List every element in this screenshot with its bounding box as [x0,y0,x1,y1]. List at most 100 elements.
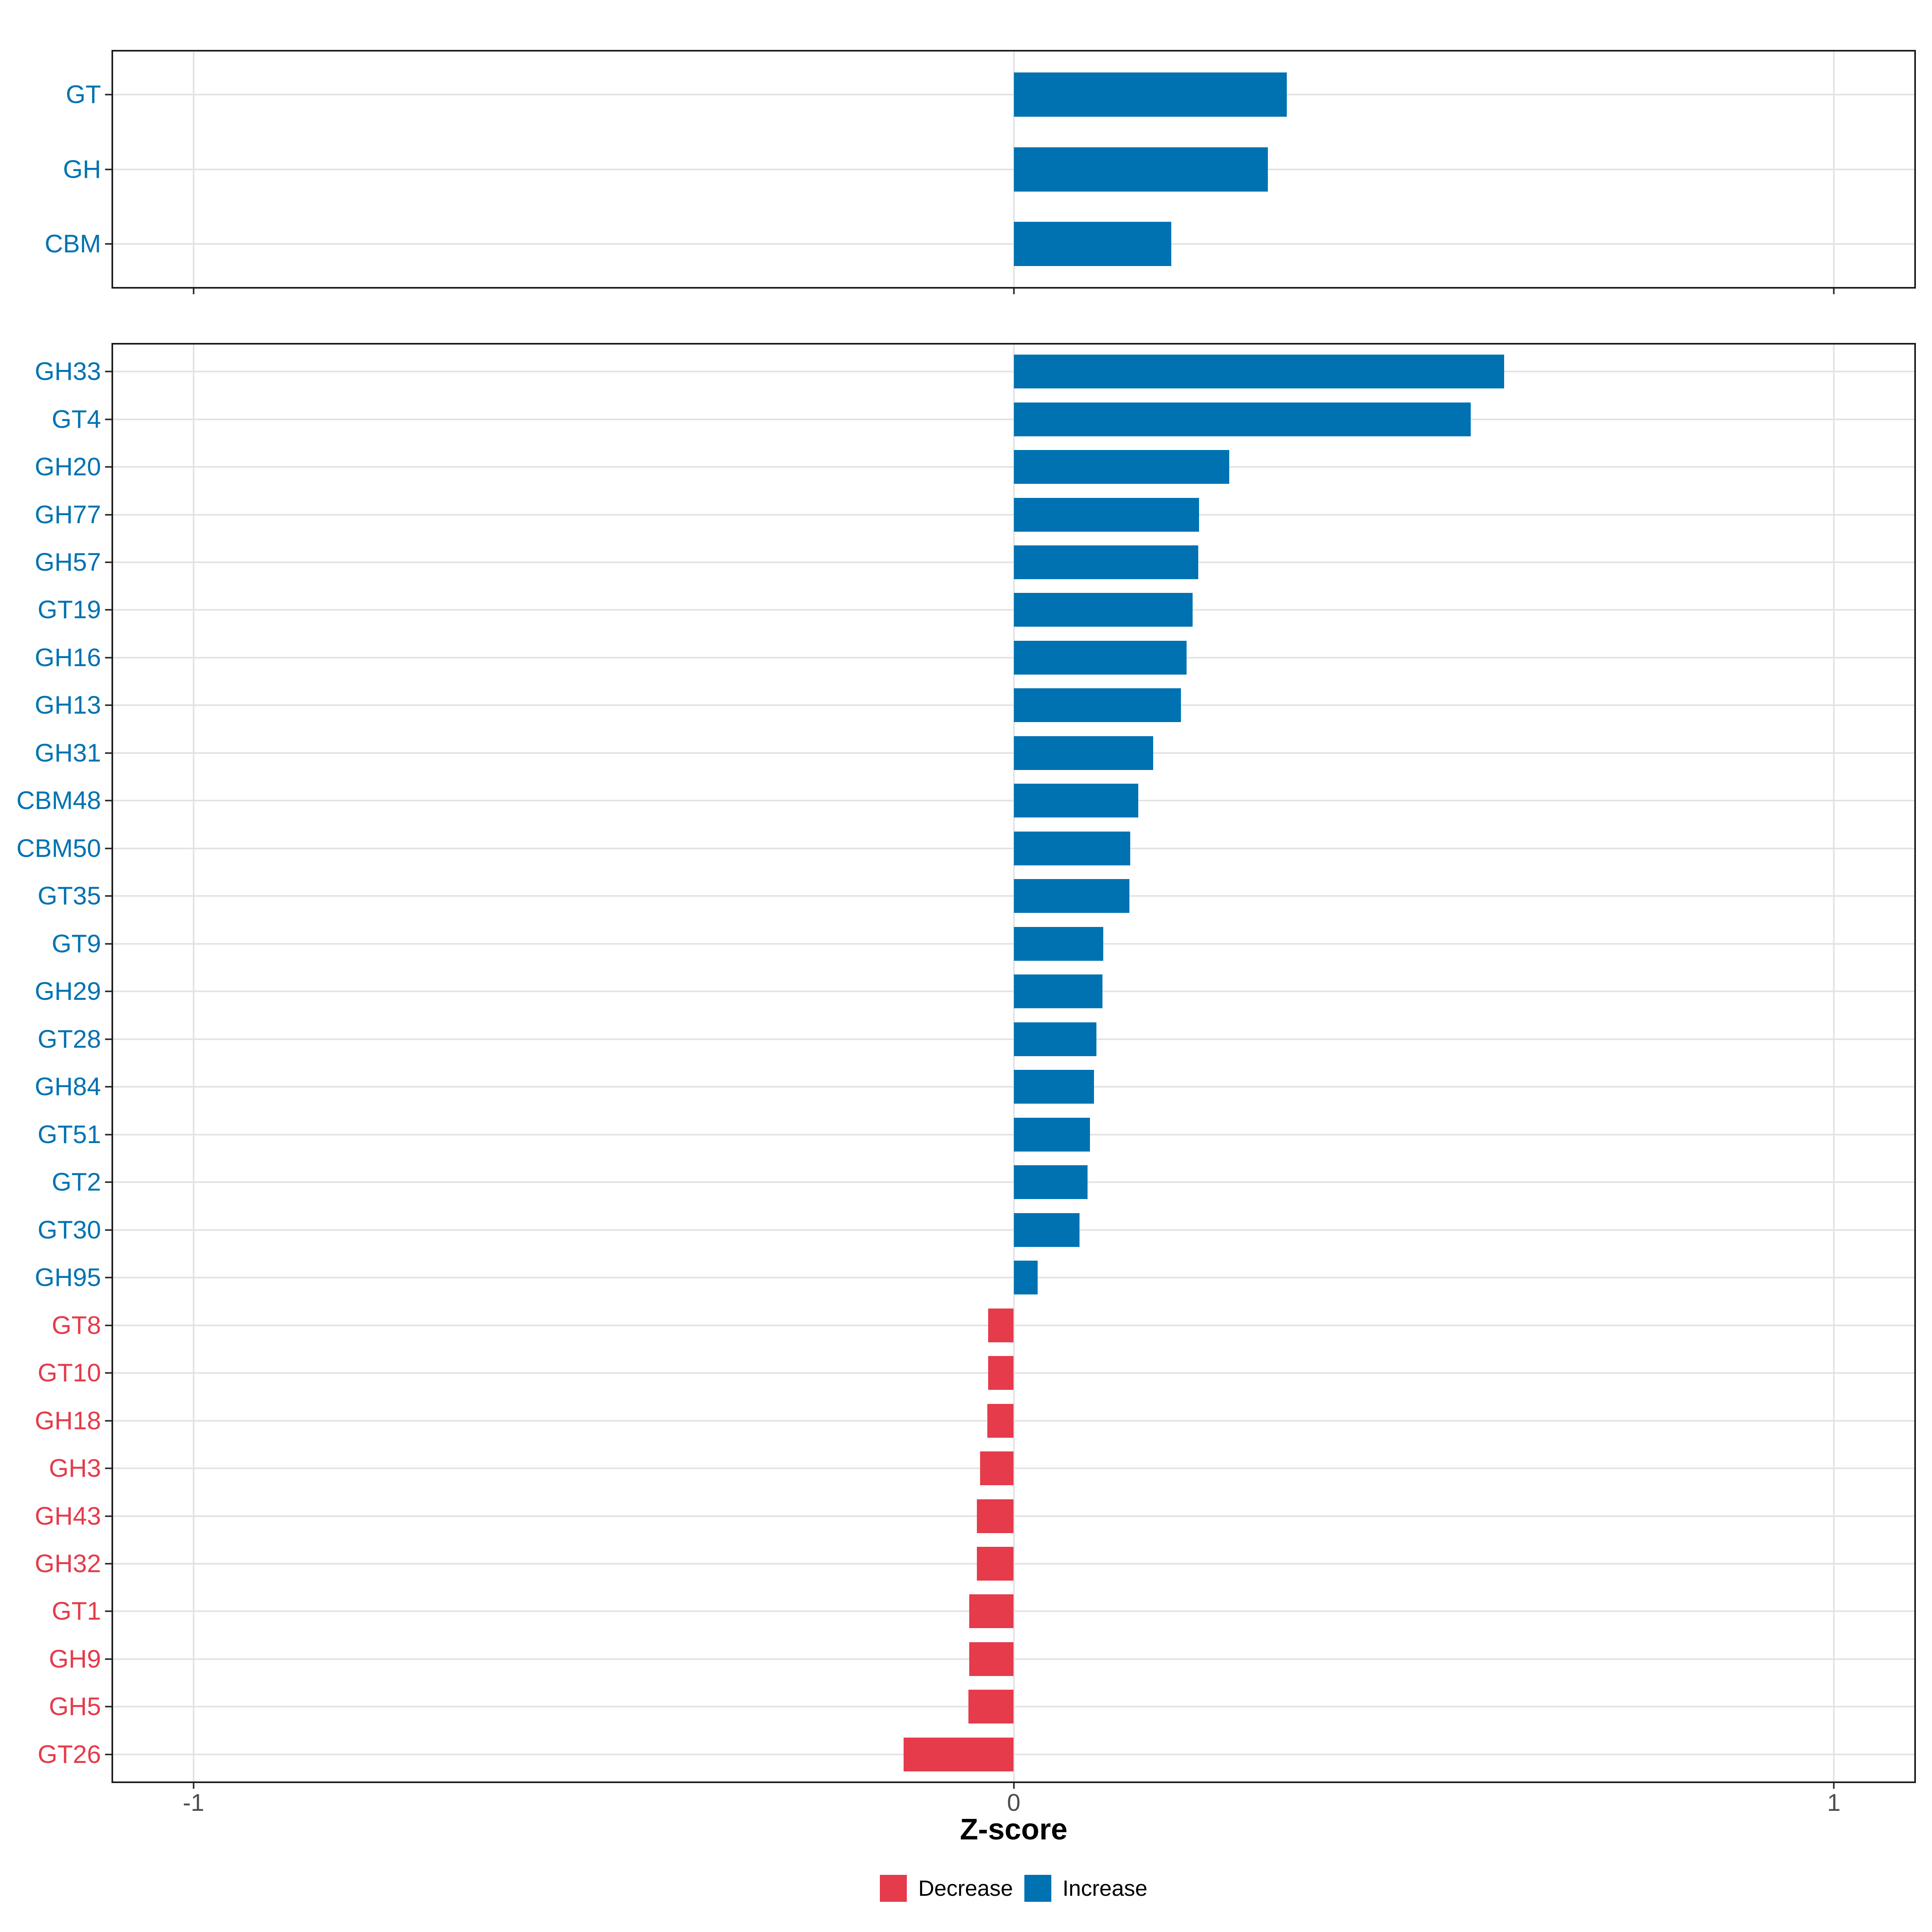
y-tick-CBM [105,243,111,245]
category-label-CBM: CBM [45,229,101,258]
legend-swatch-decrease [880,1875,907,1902]
category-label-GH13: GH13 [35,691,101,720]
y-tick-GH20 [105,466,111,468]
y-tick-GH18 [105,1420,111,1422]
bar-GH33 [1013,355,1505,389]
x-tick-1-panel0 [1833,289,1835,294]
gridline-y-GH5 [113,1706,1914,1708]
category-label-GH32: GH32 [35,1550,101,1578]
y-tick-GH9 [105,1658,111,1660]
category-label-GH57: GH57 [35,548,101,576]
bar-GT9 [1013,927,1103,961]
category-label-GT26: GT26 [37,1740,101,1769]
y-tick-GT2 [105,1181,111,1183]
bar-GH3 [980,1451,1014,1486]
y-tick-GH [105,168,111,170]
bar-GT26 [904,1737,1014,1771]
gridline-y-GT26 [113,1753,1914,1755]
category-label-GT: GT [66,80,101,109]
category-label-GH43: GH43 [35,1502,101,1530]
category-label-GT28: GT28 [37,1025,101,1053]
bar-GH31 [1013,736,1153,770]
gridline-y-GH43 [113,1515,1914,1517]
category-label-GH31: GH31 [35,739,101,767]
category-label-CBM50: CBM50 [16,834,101,863]
bar-GT2 [1013,1165,1088,1199]
x-tick-label-0: 0 [1007,1789,1021,1816]
bar-GT [1013,72,1287,117]
gridline-y-GT8 [113,1324,1914,1326]
bar-GH5 [968,1690,1014,1724]
y-tick-GH31 [105,752,111,754]
category-label-GH33: GH33 [35,357,101,386]
category-label-GH9: GH9 [49,1645,101,1673]
bar-GH57 [1013,545,1198,579]
bar-GT51 [1013,1117,1090,1152]
y-tick-GT30 [105,1229,111,1231]
category-label-GT19: GT19 [37,596,101,624]
y-tick-GH13 [105,704,111,706]
y-tick-GH33 [105,371,111,373]
y-tick-GH29 [105,991,111,993]
category-label-GH77: GH77 [35,500,101,529]
y-tick-GH5 [105,1706,111,1708]
y-tick-GT26 [105,1753,111,1755]
y-tick-GT19 [105,609,111,611]
y-tick-GT10 [105,1372,111,1374]
y-tick-GH3 [105,1468,111,1470]
category-label-GT51: GT51 [37,1120,101,1149]
category-label-CBM48: CBM48 [16,786,101,815]
category-label-GT2: GT2 [52,1168,101,1197]
category-label-GH3: GH3 [49,1454,101,1483]
bar-GH9 [969,1642,1014,1676]
category-label-GT10: GT10 [37,1359,101,1387]
y-tick-CBM50 [105,847,111,849]
category-label-GH84: GH84 [35,1073,101,1101]
gridline-y-GT1 [113,1610,1914,1612]
y-tick-CBM48 [105,800,111,802]
bar-GH29 [1013,974,1102,1009]
bar-GH95 [1013,1261,1038,1295]
category-label-GT4: GT4 [52,405,101,433]
bar-GH16 [1013,640,1187,675]
y-tick-GT35 [105,895,111,897]
y-tick-GH95 [105,1277,111,1279]
y-tick-GH57 [105,561,111,563]
category-label-GT35: GT35 [37,882,101,910]
category-label-GH5: GH5 [49,1693,101,1721]
bar-GT19 [1013,593,1193,627]
bar-GH13 [1013,688,1181,722]
bar-GT35 [1013,879,1129,913]
x-tick-label-1: 1 [1827,1789,1841,1816]
y-tick-GT1 [105,1610,111,1612]
x-tick--1-panel1 [192,1783,194,1789]
y-tick-GH77 [105,514,111,516]
bar-GT28 [1013,1022,1097,1056]
x-tick-0-panel1 [1013,1783,1015,1789]
category-label-GH20: GH20 [35,453,101,481]
panel-class-summary [111,50,1916,289]
legend-swatch-increase [1024,1875,1051,1902]
category-label-GT9: GT9 [52,929,101,958]
bar-GT4 [1013,402,1471,436]
category-label-GT1: GT1 [52,1597,101,1626]
x-tick-1-panel1 [1833,1783,1835,1789]
gridline-x-1 [1833,345,1835,1781]
y-tick-GT4 [105,418,111,420]
gridline-y-GH18 [113,1420,1914,1422]
gridline-y-GH9 [113,1658,1914,1660]
panel-family-detail [111,343,1916,1783]
x-tick--1-panel0 [192,289,194,294]
gridline-x--1 [192,345,194,1781]
category-label-GH29: GH29 [35,977,101,1006]
y-tick-GH32 [105,1563,111,1565]
category-label-GH: GH [63,155,101,184]
bar-GH43 [976,1499,1014,1533]
category-label-GH18: GH18 [35,1406,101,1435]
y-tick-GH16 [105,656,111,658]
gridline-y-GH32 [113,1563,1914,1565]
legend: Decrease Increase [111,1875,1916,1902]
legend-label-decrease: Decrease [918,1876,1013,1901]
x-tick-label--1: -1 [183,1789,204,1816]
